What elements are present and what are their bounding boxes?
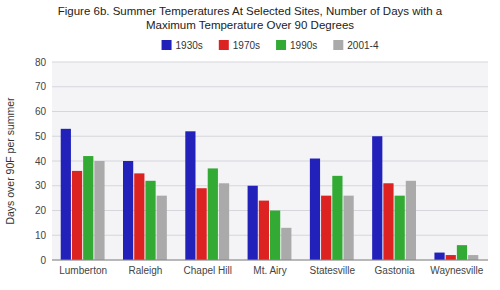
y-tick-label: 50	[35, 131, 47, 142]
x-tick-label: Mt. Airy	[253, 265, 286, 276]
legend-swatch	[333, 40, 343, 50]
legend: 1930s 1970s 1990s 2001-4	[162, 40, 379, 51]
y-tick-label: 10	[35, 230, 47, 241]
bar	[446, 255, 456, 260]
legend-label: 1990s	[290, 40, 317, 51]
bars	[61, 129, 479, 260]
y-tick-label: 80	[35, 57, 47, 68]
bar	[383, 183, 393, 260]
y-tick-label: 60	[35, 106, 47, 117]
bar	[332, 176, 342, 260]
bar	[270, 211, 280, 261]
grid-line	[52, 161, 488, 162]
bar	[219, 183, 229, 260]
bar	[406, 181, 416, 260]
y-tick-label: 20	[35, 205, 47, 216]
bar	[248, 186, 258, 260]
x-tick-label: Gastonia	[375, 265, 415, 276]
legend-item: 1930s	[162, 40, 203, 51]
legend-item: 1990s	[276, 40, 317, 51]
bar	[72, 171, 82, 260]
x-tick-label: Waynesville	[430, 265, 483, 276]
bar	[208, 168, 218, 260]
bar	[197, 188, 207, 260]
grid-line	[52, 86, 488, 87]
legend-label: 1970s	[233, 40, 260, 51]
bar	[434, 253, 444, 260]
x-tick-label: Statesville	[309, 265, 355, 276]
bar	[157, 196, 167, 260]
bar	[83, 156, 93, 260]
y-tick-label: 0	[40, 255, 46, 266]
y-tick-label: 70	[35, 81, 47, 92]
bar	[321, 196, 331, 260]
bar	[123, 161, 133, 260]
legend-swatch	[162, 40, 172, 50]
legend-label: 1930s	[176, 40, 203, 51]
title-line: Maximum Temperature Over 90 Degrees	[146, 19, 354, 31]
legend-swatch	[219, 40, 229, 50]
bar	[395, 196, 405, 260]
x-tick-label: Chapel Hill	[184, 265, 232, 276]
bar	[468, 255, 478, 260]
legend-swatch	[276, 40, 286, 50]
y-tick-label: 40	[35, 156, 47, 167]
grid-line	[52, 260, 488, 261]
grid-line	[52, 136, 488, 137]
bar	[259, 201, 269, 260]
bar	[185, 131, 195, 260]
title-line: Figure 6b. Summer Temperatures At Select…	[58, 5, 443, 17]
bar	[310, 159, 320, 260]
legend-item: 1970s	[219, 40, 260, 51]
x-tick-label: Raleigh	[128, 265, 162, 276]
bar	[372, 136, 382, 260]
bar	[457, 245, 467, 260]
bar	[145, 181, 155, 260]
bar	[94, 161, 104, 260]
bar	[134, 173, 144, 260]
x-tick-label: Lumberton	[59, 265, 107, 276]
grid-line	[52, 185, 488, 186]
title: Figure 6b. Summer Temperatures At Select…	[58, 5, 443, 31]
chart: Figure 6b. Summer Temperatures At Select…	[0, 0, 500, 290]
legend-label: 2001-4	[347, 40, 379, 51]
plot-area	[52, 62, 488, 260]
grid-line	[52, 111, 488, 112]
legend-item: 2001-4	[333, 40, 379, 51]
bar	[281, 228, 291, 260]
x-axis-line	[52, 260, 488, 261]
y-tick-label: 30	[35, 180, 47, 191]
y-axis-label: Days over 90F per summer	[4, 97, 16, 225]
grid-line	[52, 62, 488, 63]
bar	[343, 196, 353, 260]
bar	[61, 129, 71, 260]
